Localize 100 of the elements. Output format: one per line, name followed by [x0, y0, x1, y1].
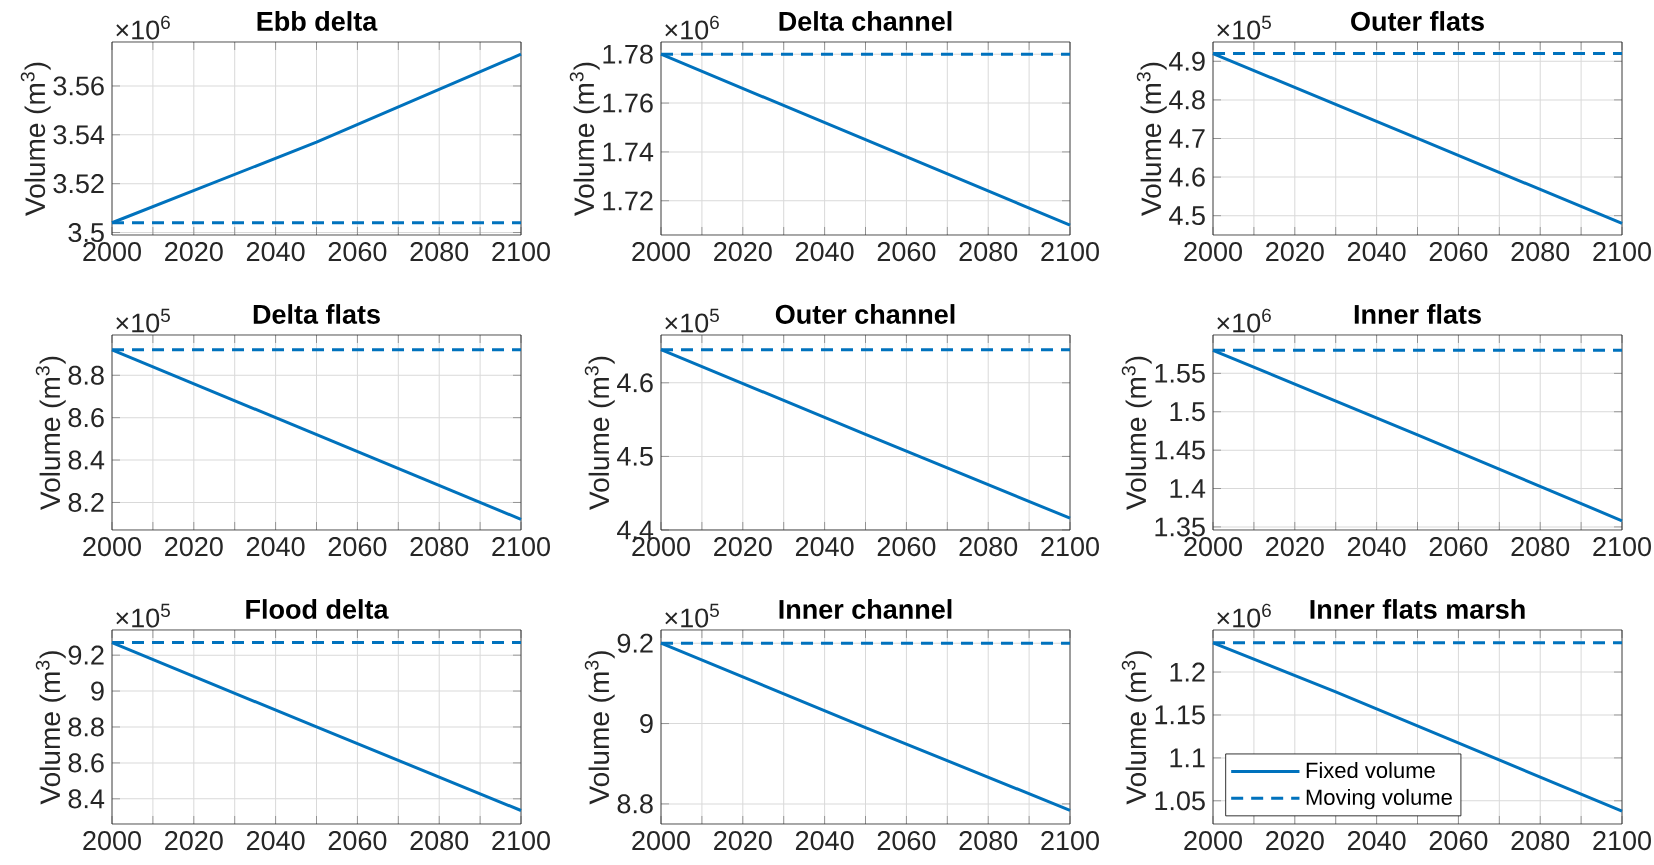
y-tick-label: 8.8 [617, 794, 653, 814]
y-tick-label: 1.74 [603, 142, 654, 162]
y-axis-title: Volume (m$^{3}$) [569, 62, 600, 216]
y-tick-label: 4.9 [1169, 51, 1205, 71]
x-tick-label: 2040 [1347, 537, 1406, 557]
y-tick-label: 8.4 [68, 789, 105, 809]
text: ×10$^{5}$ [1217, 15, 1271, 40]
y-tick-label: 4.6 [617, 373, 653, 393]
x-tick-label: 2060 [1429, 537, 1488, 557]
x-tick-label: 2040 [246, 242, 305, 262]
y-tick-label: 3.5 [68, 222, 104, 243]
y-tick-label: 9 [640, 714, 653, 734]
y-tick-label: 9.2 [617, 633, 653, 653]
y-tick-label: 9 [91, 681, 104, 701]
y-tick-label: 8.4 [68, 450, 105, 470]
x-tick-label: 2040 [246, 537, 305, 557]
x-tick-label: 2080 [959, 242, 1018, 262]
y-tick-label: 1.2 [1170, 662, 1205, 682]
x-tick-label: 2080 [959, 537, 1018, 557]
y-tick-label: 1.78 [603, 44, 653, 64]
x-tick-label: 2020 [1266, 831, 1324, 851]
x-tick-label: 2040 [795, 831, 854, 851]
x-tick-label: 2000 [1184, 831, 1242, 851]
x-tick-label: 2060 [328, 537, 387, 557]
chart-title: Delta flats [253, 304, 380, 324]
x-tick-label: 2100 [492, 831, 550, 851]
chart-title: Flood delta [246, 599, 389, 619]
x-tick-label: 2020 [1266, 537, 1324, 557]
x-tick-label: 2060 [1429, 242, 1488, 262]
y-tick-label: 1.5 [1170, 402, 1205, 422]
x-tick-label: 2100 [492, 537, 550, 557]
x-tick-label: 2000 [1184, 242, 1242, 262]
x-tick-label: 2000 [83, 242, 141, 262]
y-tick-label: 4.5 [1169, 206, 1205, 226]
x-tick-label: 2020 [165, 537, 223, 557]
x-tick-label: 2080 [410, 831, 469, 851]
x-tick-label: 2020 [165, 242, 223, 262]
y-tick-label: 8.6 [68, 408, 104, 428]
y-tick-label: 8.8 [68, 365, 104, 385]
x-tick-label: 2060 [877, 242, 936, 262]
y-tick-label: 8.8 [68, 717, 104, 737]
chart-title: Outer channel [775, 304, 955, 324]
x-tick-label: 2100 [1593, 537, 1651, 557]
y-tick-label: 8.6 [68, 753, 104, 773]
chart-title: Delta channel [779, 11, 952, 31]
x-tick-label: 2060 [877, 537, 936, 557]
y-tick-label: 9.2 [68, 645, 104, 665]
x-tick-label: 2060 [328, 242, 387, 262]
y-tick-label: 3.54 [53, 125, 105, 145]
x-tick-label: 2000 [632, 831, 690, 851]
x-tick-label: 2060 [1429, 831, 1488, 851]
y-tick-label: 1.05 [1155, 791, 1205, 811]
y-axis-title: Volume (m$^{3}$) [35, 651, 66, 805]
y-tick-label: 1.35 [1155, 517, 1205, 537]
text: ×10$^{5}$ [116, 308, 170, 333]
text: ×10$^{6}$ [1217, 603, 1271, 628]
x-tick-label: 2080 [959, 831, 1018, 851]
x-tick-label: 2100 [1041, 242, 1099, 262]
chart-title: Inner flats [1354, 304, 1481, 324]
y-tick-label: 3.52 [53, 174, 104, 194]
x-tick-label: 2080 [410, 537, 469, 557]
y-axis-title: Volume (m$^{3}$) [35, 356, 66, 510]
y-tick-label: 1.4 [1170, 479, 1206, 498]
x-tick-label: 2000 [83, 831, 141, 851]
x-tick-label: 2040 [1347, 831, 1406, 851]
y-tick-label: 1.1 [1170, 748, 1205, 768]
x-tick-label: 2100 [492, 242, 550, 262]
x-tick-label: 2020 [165, 831, 223, 851]
x-tick-label: 2000 [83, 537, 141, 557]
x-tick-label: 2080 [410, 242, 469, 262]
x-tick-label: 2000 [1184, 537, 1242, 557]
x-tick-label: 2040 [246, 831, 305, 851]
y-axis-title: Volume (m$^{3}$) [1121, 651, 1152, 805]
x-tick-label: 2040 [795, 537, 854, 557]
text: ×10$^{5}$ [116, 603, 170, 628]
x-tick-label: 2020 [714, 537, 772, 557]
y-tick-label: 1.15 [1155, 705, 1205, 725]
text: ×10$^{6}$ [116, 15, 170, 40]
x-tick-label: 2080 [1511, 242, 1570, 262]
x-tick-label: 2100 [1041, 537, 1099, 557]
y-tick-label: 1.72 [603, 191, 653, 211]
x-tick-label: 2020 [714, 242, 772, 262]
legend-label: Fixed volume [1306, 761, 1435, 779]
chart-title: Inner flats marsh [1310, 599, 1525, 619]
y-axis-title: Volume (m$^{3}$) [584, 651, 615, 805]
x-tick-label: 2080 [1511, 537, 1570, 557]
x-tick-label: 2020 [1266, 242, 1324, 262]
text: ×10$^{6}$ [1217, 308, 1271, 333]
x-tick-label: 2080 [1511, 831, 1570, 851]
y-axis-title: Volume (m$^{3}$) [1121, 356, 1152, 510]
y-tick-label: 4.6 [1169, 167, 1205, 187]
x-tick-label: 2020 [714, 831, 772, 851]
y-axis-title: Volume (m$^{3}$) [1136, 62, 1167, 216]
y-tick-label: 4.5 [617, 446, 653, 466]
x-tick-label: 2100 [1593, 831, 1651, 851]
text: ×10$^{6}$ [665, 15, 719, 40]
y-tick-label: 4.7 [1169, 129, 1205, 148]
y-tick-label: 8.2 [68, 492, 104, 512]
chart-title: Inner channel [779, 599, 952, 619]
x-tick-label: 2100 [1041, 831, 1099, 851]
